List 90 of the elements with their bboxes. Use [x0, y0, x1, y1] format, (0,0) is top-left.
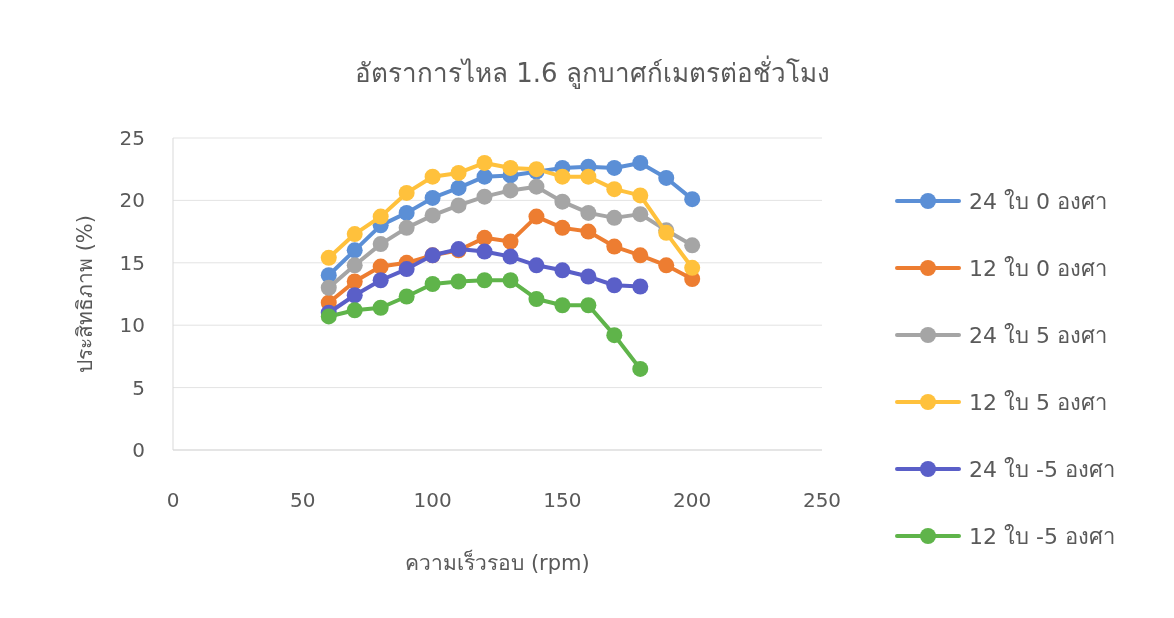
y-tick-label: 0 — [132, 438, 145, 462]
point — [554, 262, 571, 279]
point — [580, 204, 597, 221]
point — [554, 219, 571, 236]
point — [372, 236, 389, 253]
point — [528, 208, 545, 225]
point — [502, 248, 519, 265]
point — [606, 327, 623, 344]
point — [528, 257, 545, 274]
point — [398, 184, 415, 201]
point — [502, 233, 519, 250]
x-tick-label: 150 — [543, 488, 582, 512]
point — [372, 208, 389, 225]
legend-label: 12 ใบ 5 องศา — [969, 390, 1107, 415]
point — [632, 154, 649, 171]
point — [580, 168, 597, 185]
point — [424, 189, 441, 206]
point — [580, 297, 597, 314]
legend-label: 24 ใบ -5 องศา — [969, 457, 1115, 482]
legend-label: 12 ใบ 0 องศา — [969, 256, 1107, 281]
point — [450, 164, 467, 181]
legend-label: 24 ใบ 0 องศา — [969, 189, 1107, 214]
point — [554, 193, 571, 210]
point — [632, 360, 649, 377]
point — [372, 258, 389, 275]
point — [658, 257, 675, 274]
point — [684, 237, 701, 254]
point — [320, 308, 337, 325]
x-tick-label: 200 — [673, 488, 712, 512]
point — [476, 229, 493, 246]
point — [346, 226, 363, 243]
point — [606, 181, 623, 198]
point — [554, 297, 571, 314]
point — [606, 277, 623, 294]
point — [346, 273, 363, 290]
point — [450, 273, 467, 290]
y-axis-title: ประสิทธิภาพ (%) — [73, 214, 97, 374]
y-tick-label: 20 — [119, 188, 145, 213]
point — [398, 288, 415, 305]
point — [346, 257, 363, 274]
point — [450, 197, 467, 214]
point — [632, 247, 649, 264]
point — [398, 261, 415, 278]
point — [606, 238, 623, 255]
point — [372, 272, 389, 289]
point — [632, 278, 649, 295]
point — [658, 169, 675, 186]
y-tick-label: 5 — [132, 375, 145, 400]
point — [528, 178, 545, 195]
point — [346, 302, 363, 319]
point — [320, 279, 337, 296]
x-tick-label: 250 — [802, 488, 842, 512]
point — [424, 207, 441, 224]
point — [450, 179, 467, 196]
point — [476, 272, 493, 289]
x-tick-label: 100 — [413, 488, 452, 512]
point — [502, 272, 519, 289]
point — [476, 154, 493, 171]
point — [502, 182, 519, 199]
point — [554, 168, 571, 185]
point — [320, 249, 337, 266]
x-axis-title: ความเร็วรอบ (rpm) — [405, 549, 590, 575]
x-tick-label: 50 — [290, 488, 316, 512]
point — [476, 243, 493, 260]
point — [606, 159, 623, 176]
point — [528, 290, 545, 307]
y-tick-label: 25 — [119, 126, 145, 150]
point — [398, 204, 415, 221]
point — [398, 219, 415, 236]
point — [424, 168, 441, 185]
y-tick-label: 10 — [119, 313, 145, 338]
point — [424, 276, 441, 293]
chart-title: อัตราการไหล 1.6 ลูกบาศก์เมตรต่อชั่วโมง — [355, 55, 830, 89]
point — [476, 188, 493, 205]
point — [684, 259, 701, 276]
point — [372, 299, 389, 316]
legend-label: 12 ใบ -5 องศา — [969, 524, 1115, 549]
legend-label: 24 ใบ 5 องศา — [969, 323, 1107, 348]
point — [502, 159, 519, 176]
point — [346, 242, 363, 259]
point — [346, 287, 363, 304]
point — [684, 191, 701, 208]
point — [580, 223, 597, 240]
point — [632, 206, 649, 223]
point — [632, 187, 649, 204]
point — [606, 209, 623, 226]
x-tick-label: 0 — [166, 488, 180, 512]
point — [580, 268, 597, 285]
point — [476, 168, 493, 185]
y-tick-label: 15 — [119, 250, 145, 275]
